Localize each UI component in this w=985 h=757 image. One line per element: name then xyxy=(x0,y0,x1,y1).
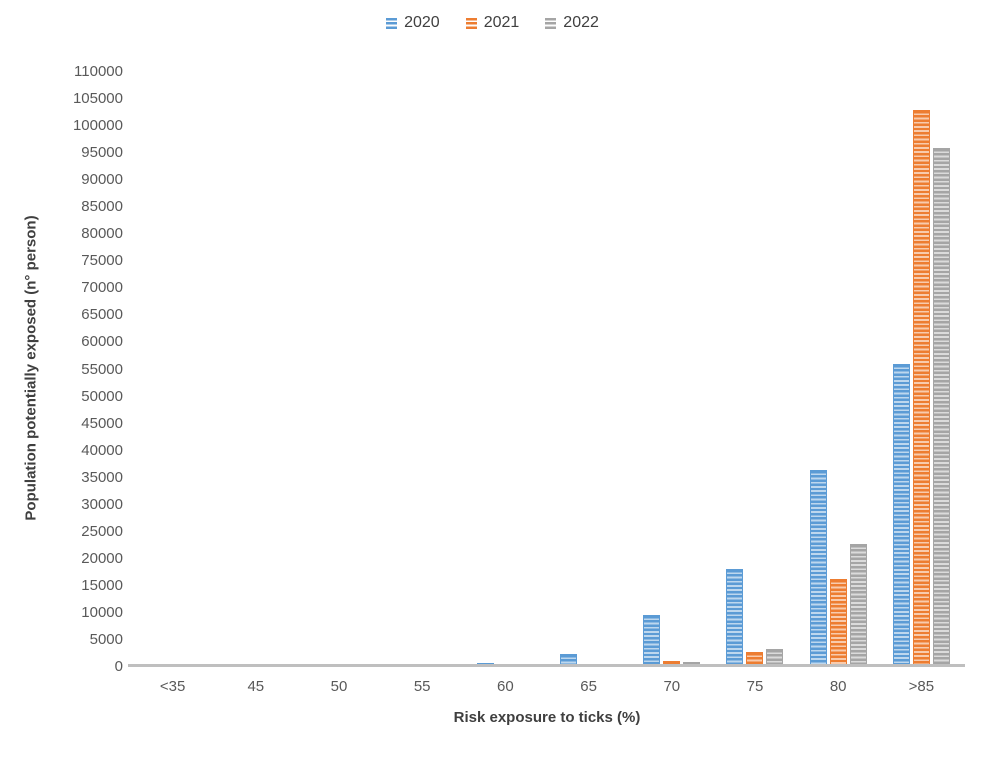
y-tick-label: 35000 xyxy=(81,468,123,486)
x-tick-label-75: 75 xyxy=(746,678,764,695)
legend-label: 2020 xyxy=(404,14,440,31)
bar-2021-80 xyxy=(829,579,847,666)
y-tick-label: 90000 xyxy=(81,171,123,189)
bar-group-65 xyxy=(547,71,630,666)
chart-legend: 2020 2021 2022 xyxy=(0,14,985,32)
y-tick-label: 15000 xyxy=(81,576,123,594)
x-axis-title: Risk exposure to ticks (%) xyxy=(453,709,641,726)
y-tick-label: 55000 xyxy=(81,360,123,378)
x-tick-label-<35: <35 xyxy=(159,678,186,695)
bar-group-60 xyxy=(464,71,547,666)
bar-2022-75 xyxy=(766,649,784,666)
bar-2020-75 xyxy=(726,569,744,666)
y-tick-label: 45000 xyxy=(81,414,123,432)
y-tick-label: 20000 xyxy=(81,549,123,567)
y-tick-label: 50000 xyxy=(81,387,123,405)
y-tick-label: 65000 xyxy=(81,306,123,324)
legend-swatch-icon xyxy=(545,17,557,29)
y-tick-label: 30000 xyxy=(81,495,123,513)
y-tick-label: 60000 xyxy=(81,333,123,351)
legend-swatch-icon xyxy=(386,17,398,29)
y-tick-label: 100000 xyxy=(72,117,123,135)
y-tick-label: 105000 xyxy=(72,90,123,108)
y-tick-label: 40000 xyxy=(81,441,123,459)
y-tick-label: 85000 xyxy=(81,198,123,216)
plot-area xyxy=(131,71,963,666)
y-tick-label: 10000 xyxy=(81,603,123,621)
x-tick-label-60: 60 xyxy=(497,678,514,695)
bar-group-80 xyxy=(797,71,880,666)
y-tick-label: 110000 xyxy=(74,63,123,80)
x-tick-label-50: 50 xyxy=(330,678,348,695)
y-tick-label: 70000 xyxy=(81,279,123,297)
y-tick-label: 75000 xyxy=(81,252,123,270)
bar-group-<35 xyxy=(131,71,214,666)
bar-2021->85 xyxy=(912,110,930,666)
bar-2020-80 xyxy=(809,470,827,666)
x-axis-line xyxy=(128,664,965,667)
bar-2020-70 xyxy=(643,615,661,666)
x-tick-label-70: 70 xyxy=(663,678,681,695)
legend-label: 2021 xyxy=(483,14,520,31)
bar-group-50 xyxy=(297,71,380,666)
y-tick-label: 25000 xyxy=(81,522,123,540)
legend-item-2022: 2022 xyxy=(545,14,599,32)
bar-group-45 xyxy=(214,71,297,666)
legend-swatch-icon xyxy=(465,17,477,29)
legend-item-2021: 2021 xyxy=(465,14,520,32)
y-tick-label: 0 xyxy=(114,658,123,675)
x-tick-label->85: >85 xyxy=(908,678,935,695)
bar-2022->85 xyxy=(932,148,950,666)
y-tick-label: 5000 xyxy=(89,630,123,648)
bar-2021-70 xyxy=(663,661,681,666)
x-tick-label-55: 55 xyxy=(413,678,431,695)
bar-group->85 xyxy=(880,71,963,666)
bar-2022-80 xyxy=(849,544,867,666)
y-tick-label: 95000 xyxy=(81,144,123,162)
x-tick-label-80: 80 xyxy=(829,678,847,695)
bar-2021-75 xyxy=(746,652,764,666)
x-tick-label-45: 45 xyxy=(247,678,265,695)
bar-group-75 xyxy=(713,71,796,666)
x-tick-label-65: 65 xyxy=(580,678,597,695)
y-tick-label: 80000 xyxy=(81,225,123,243)
legend-label: 2022 xyxy=(563,14,599,31)
bar-group-70 xyxy=(630,71,713,666)
legend-item-2020: 2020 xyxy=(386,14,440,32)
bar-group-55 xyxy=(381,71,464,666)
bar-2020->85 xyxy=(892,364,910,666)
bar-2020-65 xyxy=(560,654,578,666)
